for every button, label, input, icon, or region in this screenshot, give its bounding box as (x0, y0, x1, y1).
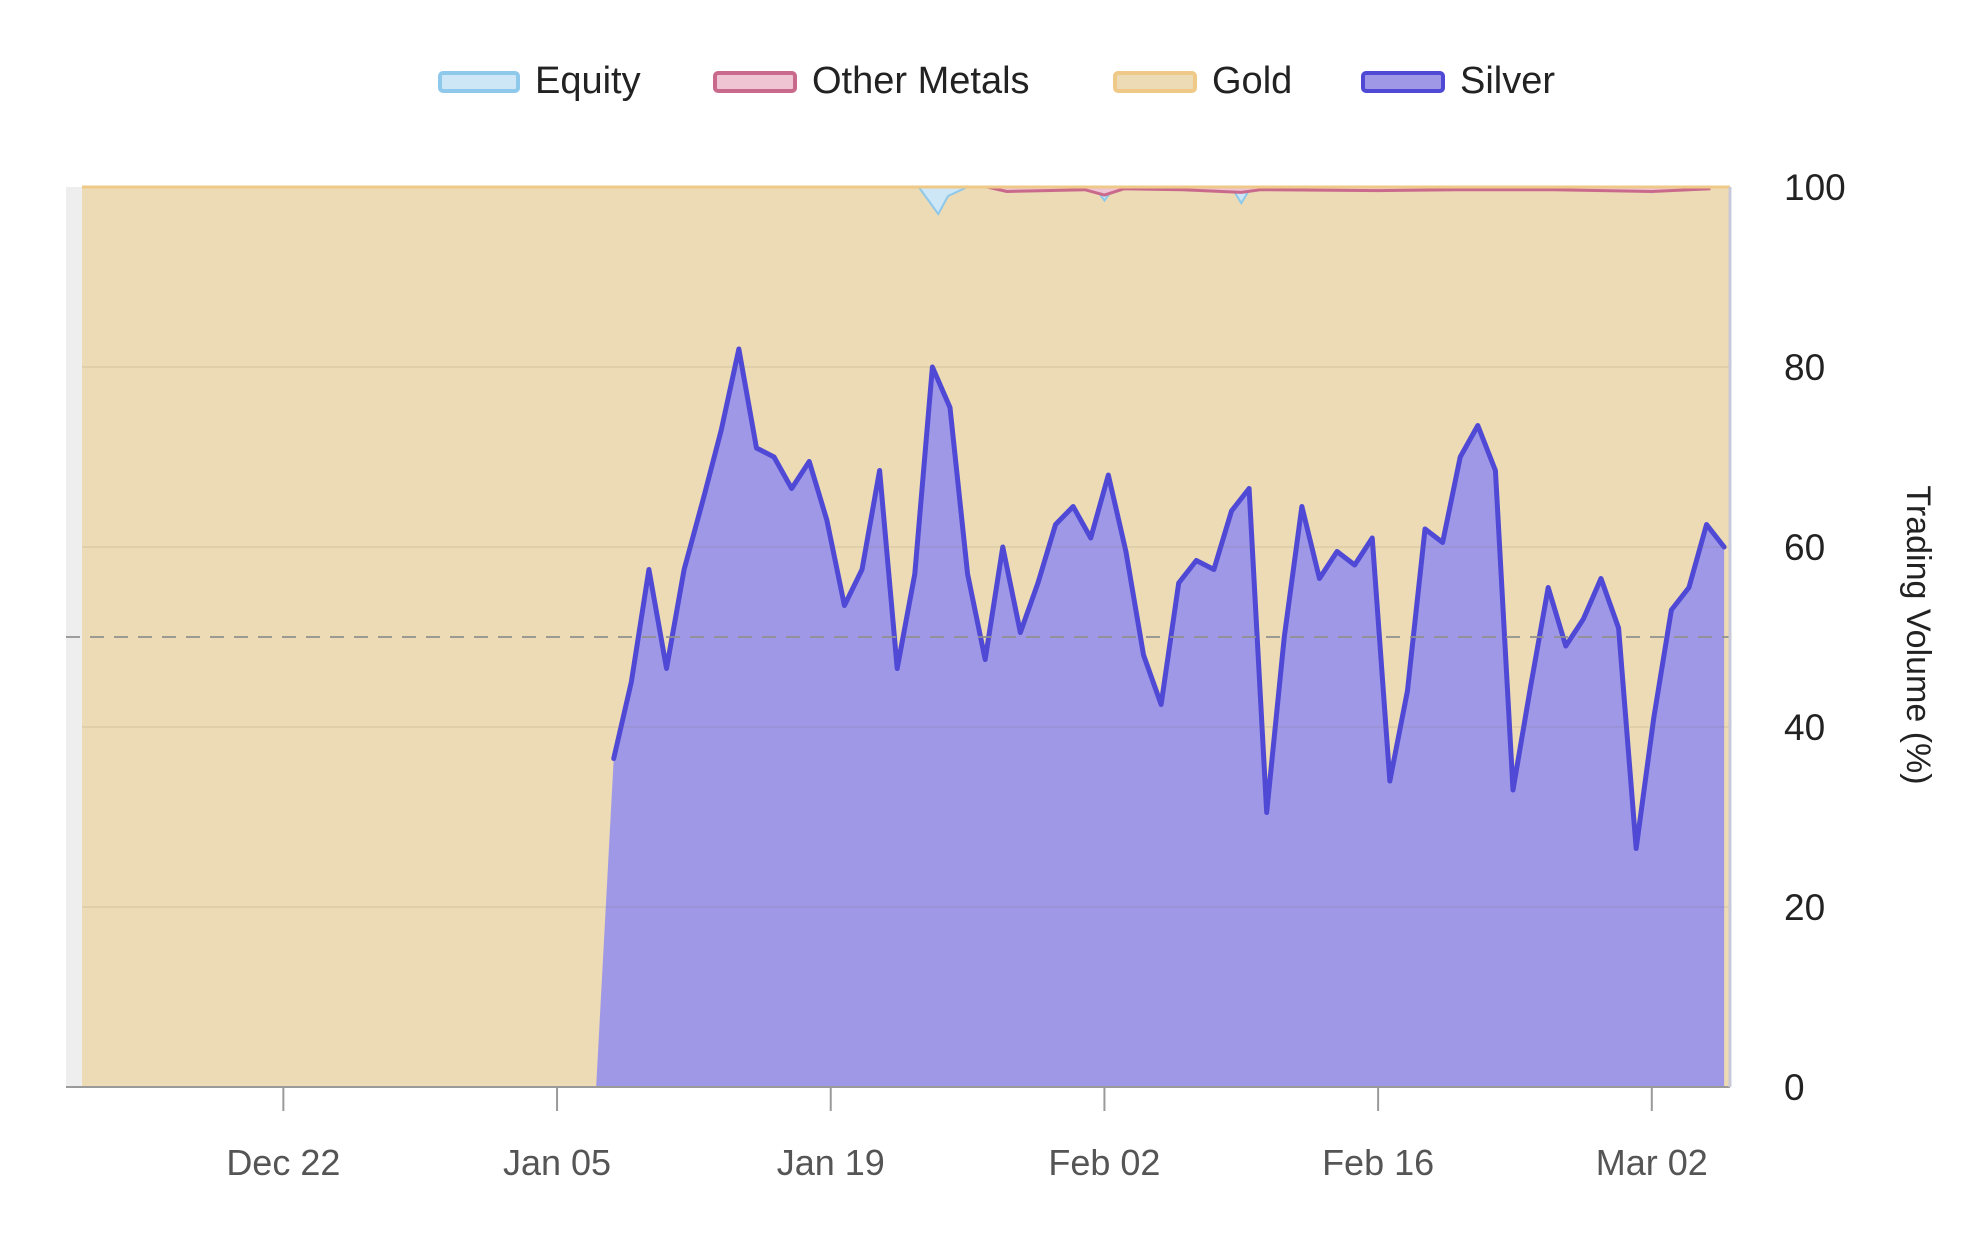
y-tick-label: 60 (1784, 527, 1825, 568)
x-tick-label: Feb 16 (1322, 1142, 1434, 1183)
x-tick-label: Dec 22 (226, 1142, 340, 1183)
legend-item-other-metals[interactable]: Other Metals (713, 60, 1030, 102)
axes (66, 187, 1732, 1111)
x-tick-label: Jan 19 (777, 1142, 885, 1183)
legend-item-gold[interactable]: Gold (1113, 60, 1292, 102)
legend-swatch-silver (1361, 71, 1445, 93)
legend-item-equity[interactable]: Equity (438, 60, 641, 102)
x-tick-label: Feb 02 (1048, 1142, 1160, 1183)
gridlines (66, 366, 1730, 908)
y-tick-label: 0 (1784, 1067, 1805, 1108)
legend-label-equity: Equity (535, 60, 641, 102)
y-tick-label: 80 (1784, 347, 1825, 388)
legend-swatch-equity (438, 71, 520, 93)
x-axis-tick-labels: Dec 22 Jan 05 Jan 19 Feb 02 Feb 16 Mar 0… (226, 1142, 1708, 1183)
series-layer (82, 185, 1730, 1087)
legend-label-silver: Silver (1460, 60, 1555, 102)
silver-area (596, 349, 1725, 1087)
legend-item-silver[interactable]: Silver (1361, 60, 1555, 102)
legend-swatch-other-metals (713, 71, 797, 93)
y-axis-title: Trading Volume (%) (1899, 485, 1937, 784)
x-tick-label: Mar 02 (1596, 1142, 1708, 1183)
x-tick-label: Jan 05 (503, 1142, 611, 1183)
y-tick-label: 20 (1784, 887, 1825, 928)
legend: Equity Other Metals Gold Silver (438, 60, 1555, 102)
y-tick-label: 100 (1784, 167, 1846, 208)
y-axis-tick-labels: 0 20 40 60 80 100 (1784, 167, 1846, 1108)
legend-label-other-metals: Other Metals (812, 60, 1030, 102)
other-metals-line (986, 185, 1711, 197)
legend-label-gold: Gold (1212, 60, 1292, 102)
y-tick-label: 40 (1784, 707, 1825, 748)
legend-swatch-gold (1113, 71, 1197, 93)
